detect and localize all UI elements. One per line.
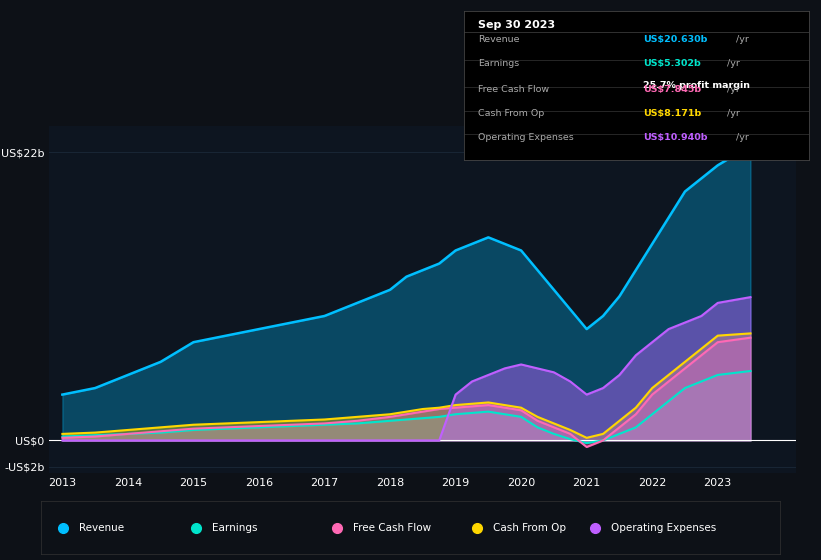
Text: US$8.171b: US$8.171b [643, 109, 701, 118]
Text: Sep 30 2023: Sep 30 2023 [478, 20, 555, 30]
Text: Earnings: Earnings [478, 59, 519, 68]
Text: Earnings: Earnings [213, 523, 258, 533]
Text: Cash From Op: Cash From Op [478, 109, 544, 118]
Text: /yr: /yr [724, 59, 740, 68]
Text: Free Cash Flow: Free Cash Flow [478, 86, 548, 95]
Text: /yr: /yr [733, 133, 749, 142]
Text: US$10.940b: US$10.940b [643, 133, 708, 142]
Text: US$20.630b: US$20.630b [643, 35, 708, 44]
Text: Cash From Op: Cash From Op [493, 523, 566, 533]
Text: Revenue: Revenue [80, 523, 125, 533]
Text: /yr: /yr [733, 35, 749, 44]
Text: 25.7% profit margin: 25.7% profit margin [643, 81, 750, 90]
Text: Free Cash Flow: Free Cash Flow [353, 523, 431, 533]
Text: US$7.845b: US$7.845b [643, 86, 701, 95]
Text: US$5.302b: US$5.302b [643, 59, 701, 68]
Text: Operating Expenses: Operating Expenses [478, 133, 573, 142]
Text: /yr: /yr [724, 109, 740, 118]
Text: Revenue: Revenue [478, 35, 519, 44]
Text: /yr: /yr [724, 86, 740, 95]
Text: Operating Expenses: Operating Expenses [612, 523, 717, 533]
